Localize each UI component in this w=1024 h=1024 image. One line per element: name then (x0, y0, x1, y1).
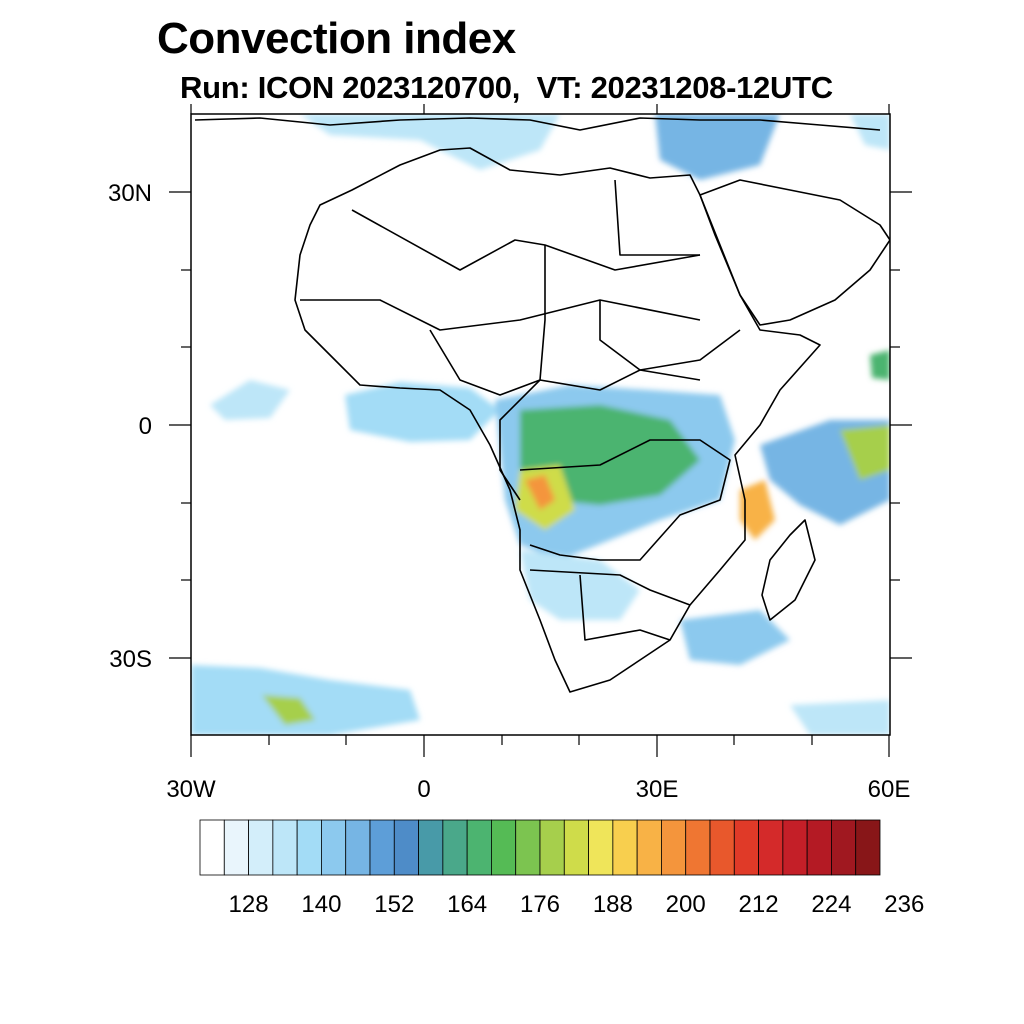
colorbar-swatch (393, 819, 419, 876)
colorbar-swatch (588, 819, 614, 876)
convection-region-madagascar-coast (740, 480, 775, 540)
lat-label-0: 0 (139, 413, 152, 440)
convection-region-west-atlantic (210, 380, 290, 420)
chart-title: Convection index (157, 14, 516, 63)
colorbar-label: 200 (666, 891, 706, 918)
border-central-west (429, 329, 701, 396)
border-central-meridian (499, 245, 546, 501)
lon-label-60e: 60E (868, 776, 911, 803)
chart-subtitle: Run: ICON 2023120700, VT: 20231208-12UTC (180, 70, 833, 105)
border-drc (519, 439, 731, 561)
colorbar-swatch (321, 819, 347, 876)
convection-region-southern-ocean (790, 700, 890, 735)
colorbar-swatch (199, 819, 225, 876)
border-egypt (614, 179, 700, 256)
colorbar-label: 188 (593, 891, 633, 918)
colorbar-swatch (806, 819, 832, 876)
colorbar-swatch (758, 819, 784, 876)
colorbar-swatch (733, 819, 759, 876)
border-sahel (300, 299, 701, 331)
border-sudan (599, 300, 741, 371)
convection-region-arabian-sea (870, 350, 890, 380)
colorbar-swatch (272, 819, 298, 876)
colorbar-label: 212 (739, 891, 779, 918)
lat-label-30s: 30S (109, 646, 152, 673)
colorbar-swatch (442, 819, 468, 876)
colorbar-label: 236 (884, 891, 924, 918)
arabia-coastline (699, 179, 890, 326)
lat-label-30n: 30N (108, 180, 152, 207)
lon-label-30e: 30E (636, 776, 679, 803)
colorbar-swatch (223, 819, 249, 876)
convection-region-mediterranean (300, 114, 560, 170)
convection-field (191, 114, 890, 735)
convection-region-south-atlantic (191, 665, 420, 735)
colorbar-swatch (709, 819, 735, 876)
colorbar-swatch (345, 819, 371, 876)
lon-label-0: 0 (417, 776, 430, 803)
colorbar-swatch (636, 819, 662, 876)
convection-region-eastern-med (655, 114, 780, 180)
colorbar-swatch (855, 819, 881, 876)
colorbar-label: 176 (520, 891, 560, 918)
colorbar-label: 164 (447, 891, 487, 918)
colorbar-swatch (831, 819, 857, 876)
colorbar-swatch (661, 819, 687, 876)
colorbar-swatch (369, 819, 395, 876)
colorbar-swatch (491, 819, 517, 876)
colorbar (199, 819, 881, 876)
axis-ticks (169, 104, 912, 757)
lon-label-30w: 30W (166, 776, 216, 803)
colorbar-swatch (685, 819, 711, 876)
colorbar-label: 152 (374, 891, 414, 918)
colorbar-label: 128 (229, 891, 269, 918)
convection-region-angola-hotspot (525, 475, 555, 510)
border-southern-africa (529, 569, 691, 606)
colorbar-swatch (296, 819, 322, 876)
madagascar-coastline (761, 519, 816, 621)
colorbar-swatch (782, 819, 808, 876)
convection-region-indian-ocean-core (840, 425, 890, 480)
convection-region-mozambique-channel (680, 610, 790, 665)
colorbar-swatch (539, 819, 565, 876)
colorbar-swatch (612, 819, 638, 876)
colorbar-swatch (563, 819, 589, 876)
colorbar-swatch (248, 819, 274, 876)
border-southwest (579, 574, 671, 641)
convection-region-equatorial-atlantic (345, 382, 500, 442)
convection-region-south-atlantic-core (262, 695, 315, 725)
colorbar-swatch (418, 819, 444, 876)
colorbar-swatch (466, 819, 492, 876)
colorbar-labels: 128 140 152 164 176 188 200 212 224 236 (229, 891, 925, 918)
convection-region-persia (850, 114, 890, 150)
africa-coastline (294, 147, 821, 693)
colorbar-label: 224 (811, 891, 851, 918)
coastlines (194, 117, 890, 693)
colorbar-swatch (515, 819, 541, 876)
europe-coastline (194, 117, 881, 131)
colorbar-label: 140 (301, 891, 341, 918)
border-north-sahara (351, 209, 701, 271)
